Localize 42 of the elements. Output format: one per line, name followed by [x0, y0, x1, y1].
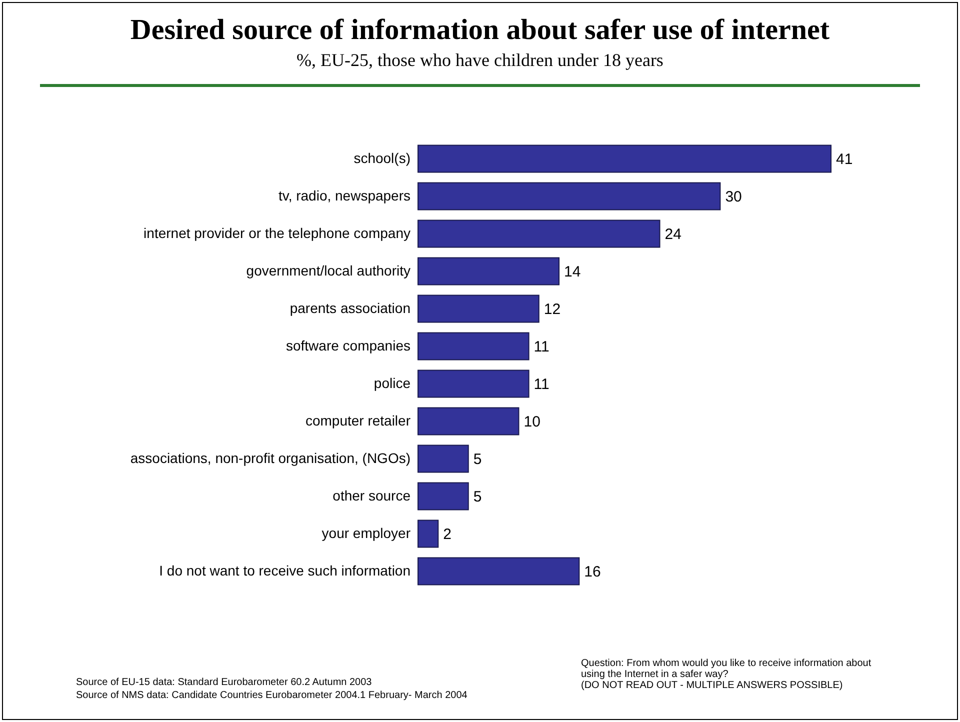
y-tick-label: computer retailer	[305, 412, 411, 428]
source-note: Source of EU-15 data: Standard Eurobarometer 60.2 Autumn 2003	[76, 677, 372, 688]
data-label: 12	[544, 300, 561, 318]
bar	[418, 220, 660, 248]
bar	[418, 257, 560, 286]
bar	[418, 294, 540, 323]
data-label: 41	[836, 150, 853, 168]
y-tick-label: tv, radio, newspapers	[278, 187, 410, 204]
y-tick-label: associations, non-profit organisation, (NGOs)	[130, 450, 410, 466]
data-label: 5	[473, 450, 482, 468]
y-tick-label: government/local authority	[246, 262, 410, 278]
data-label: 16	[584, 563, 601, 580]
data-label: 11	[534, 338, 550, 356]
source-note: Source of NMS data: Candidate Countries Eurobarometer 2004.1 February- March 2004	[76, 690, 468, 701]
bar	[418, 557, 580, 586]
y-tick-label: parents association	[290, 300, 410, 316]
chart-subtitle: %, EU-25, those who have children under 18 years	[296, 50, 664, 71]
bar	[418, 444, 469, 473]
data-label: 5	[473, 488, 482, 506]
y-tick-label: I do not want to receive such information	[159, 562, 410, 578]
text: Question: From whom would you like to receive information about using the Internet in a safer way?	[581, 658, 872, 680]
chart-title: Desired source of information about safer use of internet	[129, 14, 831, 47]
y-tick-label: internet provider or the telephone company	[144, 224, 410, 241]
bar	[418, 482, 469, 510]
bar	[418, 407, 520, 436]
data-label: 14	[564, 263, 581, 280]
data-label: 30	[725, 188, 742, 206]
y-tick-label: your employer	[322, 524, 411, 541]
bar	[418, 144, 832, 173]
data-label: 10	[524, 413, 540, 430]
text: (DO NOT READ OUT - MULTIPLE ANSWERS POSSIBLE)	[581, 680, 843, 691]
data-label: 2	[443, 526, 452, 543]
bar	[418, 332, 530, 360]
y-tick-label: school(s)	[354, 150, 410, 166]
data-label: 11	[534, 376, 550, 393]
y-tick-label: software companies	[286, 337, 410, 354]
bar	[418, 182, 721, 210]
bar	[418, 370, 530, 398]
y-tick-label: police	[374, 374, 411, 391]
bar	[418, 520, 439, 548]
y-tick-label: other source	[332, 487, 411, 504]
data-label: 24	[664, 226, 682, 243]
